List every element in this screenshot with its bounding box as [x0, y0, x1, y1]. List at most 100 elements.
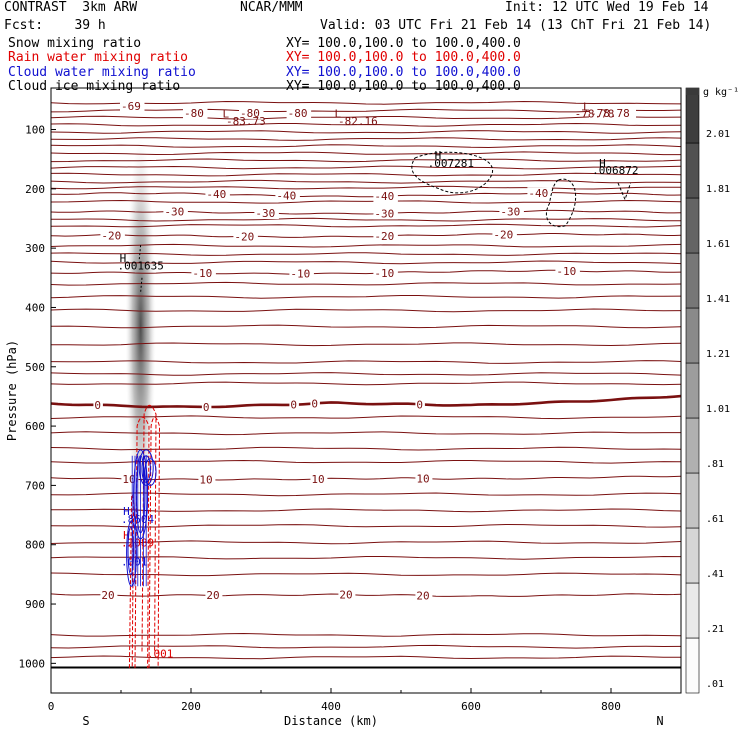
colorbar-tick-label: 1.61 — [706, 239, 730, 250]
isotherm-line — [51, 523, 681, 528]
snow-high-value: .001635 — [118, 260, 164, 273]
isotherm--40-line — [51, 192, 681, 198]
y-tick-label: 100 — [25, 124, 45, 137]
isotherm-line — [51, 100, 681, 105]
isotherm-label: 10 — [199, 473, 212, 486]
top-label-bg — [120, 99, 145, 112]
plot-frame — [50, 87, 682, 694]
top-isotherm-label: -80 — [184, 107, 204, 120]
isotherm-line — [51, 243, 681, 248]
isotherm-label: -10 — [374, 267, 394, 280]
ice-high-1-value: .007281 — [428, 157, 474, 170]
isotherm-label-bg — [499, 205, 524, 218]
snow-high-letter: H — [120, 252, 127, 265]
isotherm-line — [51, 632, 681, 637]
colorbar-tick-label: .01 — [706, 679, 724, 690]
isotherm-label-bg — [191, 267, 216, 280]
colorbar-tick-label: .61 — [706, 514, 724, 525]
x-tick-label: 800 — [601, 700, 621, 713]
cloudwater-contour — [144, 458, 157, 486]
isotherm-label: 20 — [206, 589, 219, 602]
y-tick-label: 900 — [25, 598, 45, 611]
y-tick-label: 700 — [25, 479, 45, 492]
isotherm-label: -10 — [556, 265, 576, 278]
field-cloudwater-label: Cloud water mixing ratio — [8, 65, 196, 80]
isotherm-label-bg — [201, 400, 212, 413]
isotherm-label: -30 — [374, 207, 394, 220]
isotherm-label-bg — [100, 229, 125, 242]
field-ice-label: Cloud ice mixing ratio — [8, 79, 181, 94]
y-axis-title: Pressure (hPa) — [5, 340, 19, 441]
colorbar-segment — [685, 417, 700, 474]
isotherm-label-bg — [415, 398, 425, 411]
north-label: N — [656, 714, 663, 728]
init-time: Init: 12 UTC Wed 19 Feb 14 — [505, 0, 709, 15]
low-marker-2-value: -82.16 — [338, 115, 378, 128]
field-cloudwater-xy: XY= 100.0,100.0 to 100.0,400.0 — [286, 65, 521, 80]
isotherm-label-bg — [289, 267, 314, 280]
isotherm-label: -40 — [528, 187, 548, 200]
rain-high-letter: H — [123, 529, 130, 542]
y-tick-label: 500 — [25, 361, 45, 374]
rain-contour — [134, 416, 150, 669]
y-tick-label: 200 — [25, 183, 45, 196]
top-label-bg — [589, 106, 636, 119]
x-tick-label: 200 — [181, 700, 201, 713]
low-marker-3-value: -78.78 — [575, 108, 615, 121]
center-title: NCAR/MMM — [240, 0, 303, 15]
isotherm-0-line — [51, 394, 681, 409]
ice-contour-2 — [545, 178, 577, 228]
isotherm-label-bg — [254, 207, 279, 220]
isotherm-line — [51, 252, 681, 256]
isotherm-label-bg — [555, 264, 580, 277]
low-marker-1-letter: L — [223, 108, 230, 121]
colorbar-tick-label: 1.21 — [706, 349, 730, 360]
isotherm-line — [51, 540, 681, 545]
isotherm-label-bg — [198, 473, 216, 486]
low-marker-1-value: -83.73 — [226, 115, 266, 128]
isotherm-label-bg — [163, 205, 188, 218]
colorbar-segment — [685, 307, 700, 364]
isotherm-line — [51, 644, 681, 649]
isotherm-label-bg — [310, 397, 320, 410]
colorbar-tick-label: 1.41 — [706, 294, 730, 305]
snow-contour — [138, 245, 143, 293]
isotherm-label: 0 — [290, 398, 297, 411]
rain-contour — [148, 416, 161, 669]
isotherm-label-bg — [415, 472, 433, 485]
isotherm-label-bg — [373, 266, 398, 279]
isotherm-line — [51, 324, 681, 329]
colorbar-segment — [685, 582, 700, 639]
isotherm-line — [51, 372, 681, 376]
ice-contour-3 — [617, 182, 632, 201]
isotherm-label-bg — [338, 588, 356, 601]
isotherm-label: -30 — [164, 206, 184, 219]
ice-high-1-letter: H — [435, 149, 442, 162]
isotherm-line — [51, 360, 681, 364]
south-label: S — [82, 714, 89, 728]
isotherm-label: -10 — [192, 267, 212, 280]
x-tick-label: 400 — [321, 700, 341, 713]
colorbar-tick-label: .81 — [706, 459, 724, 470]
colorbar-tick-label: 1.01 — [706, 404, 730, 415]
field-snow-label: Snow mixing ratio — [8, 36, 142, 51]
isotherm-line — [51, 260, 681, 265]
low-marker-2-letter: L — [335, 108, 342, 121]
isotherm-line — [51, 165, 681, 170]
isotherm-line — [51, 308, 681, 313]
isotherm-line — [51, 572, 681, 577]
isotherm-label: -30 — [255, 207, 275, 220]
isotherm-label-bg — [492, 228, 517, 241]
colorbar-segment — [685, 362, 700, 419]
colorbar-segment — [685, 197, 700, 254]
isotherm-label: -40 — [276, 190, 296, 203]
forecast-hour: Fcst: 39 h — [4, 18, 106, 33]
isotherm-label-bg — [527, 187, 552, 200]
isotherm-label-bg — [373, 230, 398, 243]
y-tick-label: 400 — [25, 301, 45, 314]
isotherm-20-line — [51, 593, 681, 597]
isotherm-label: -40 — [206, 188, 226, 201]
colorbar-unit: g kg⁻¹ — [703, 87, 739, 98]
ice-high-2-value: .006872 — [592, 164, 638, 177]
isotherm-label-bg — [233, 230, 258, 243]
